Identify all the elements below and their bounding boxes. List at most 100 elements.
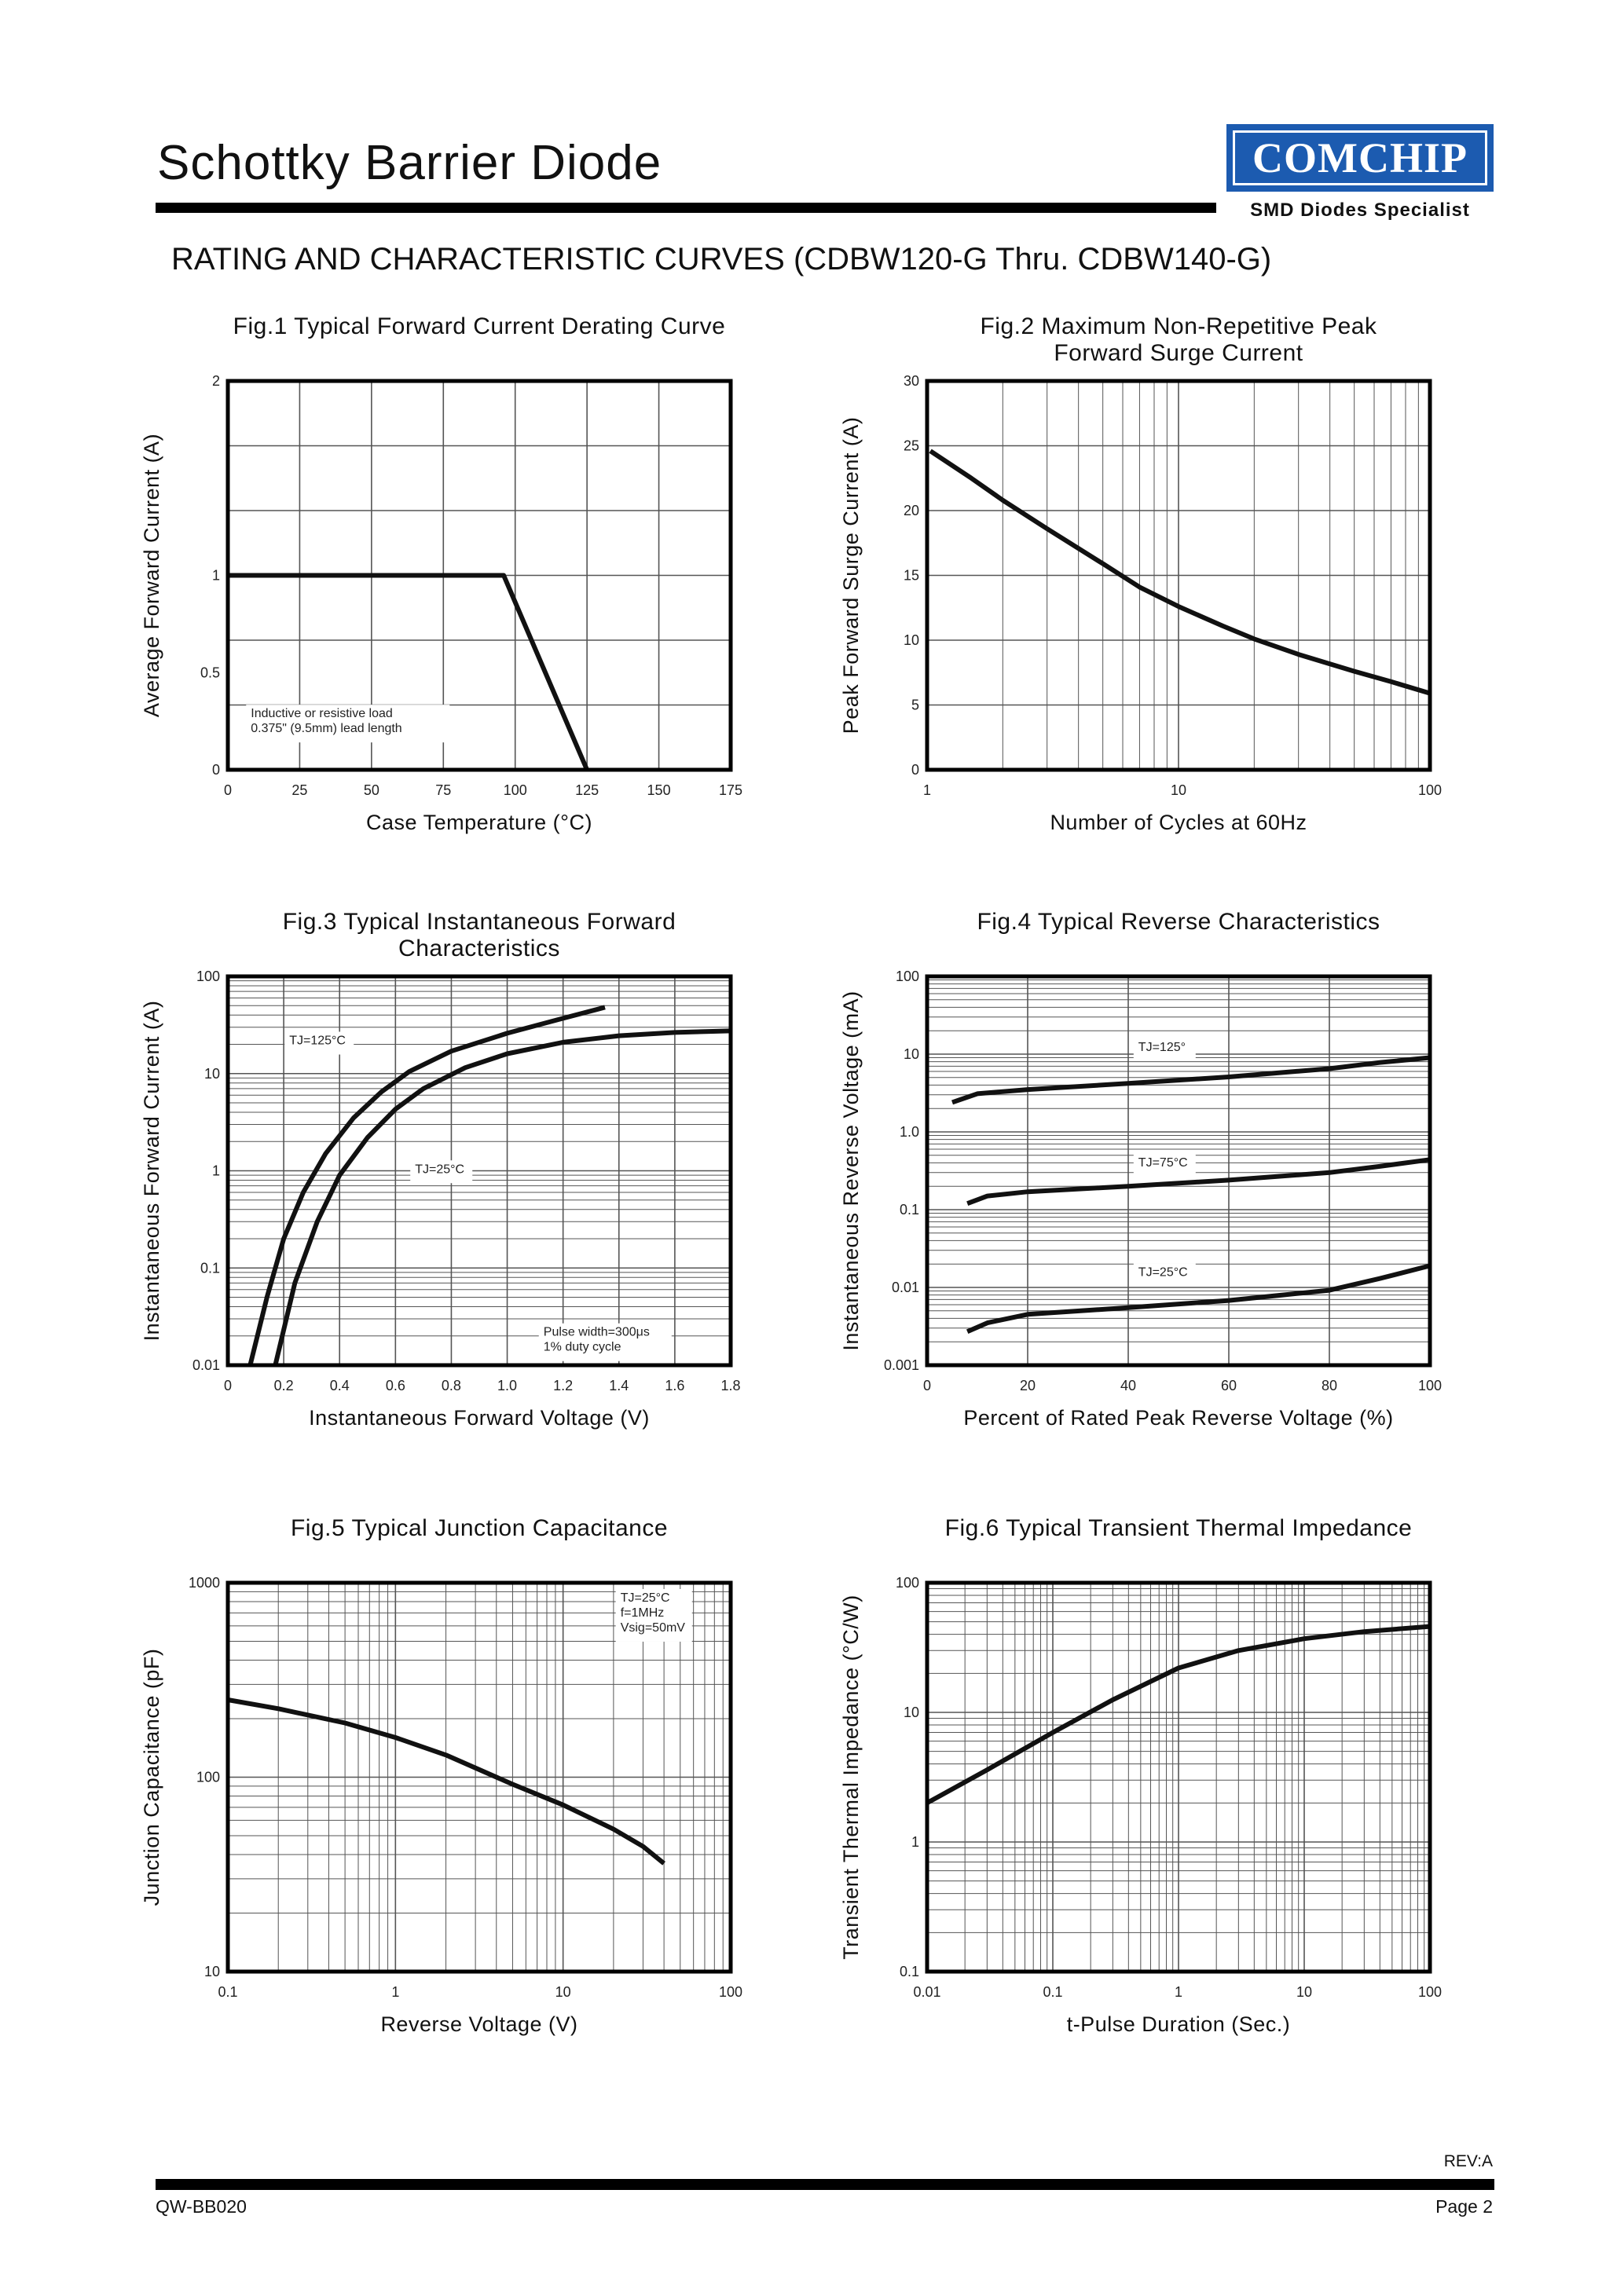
annotation-box	[1133, 1038, 1196, 1061]
x-axis-label: Reverse Voltage (V)	[380, 2012, 577, 2036]
x-tick-label: 1.0	[497, 1378, 517, 1393]
annotation-label: Inductive or resistive load	[251, 707, 393, 720]
y-tick-label: 25	[904, 438, 919, 454]
page-number: Page 2	[1435, 2196, 1493, 2217]
x-axis-label: Instantaneous Forward Voltage (V)	[309, 1406, 650, 1430]
x-tick-label: 80	[1322, 1378, 1337, 1393]
annotation-label: f=1MHz	[621, 1606, 665, 1620]
x-tick-label: 20	[1020, 1378, 1036, 1393]
annotation-label: TJ=125°C	[289, 1034, 346, 1047]
annotation-label: TJ=25°C	[415, 1163, 464, 1176]
x-tick-label: 75	[435, 782, 451, 798]
chart-title: Characteristics	[398, 936, 560, 961]
annotation-box	[246, 705, 450, 743]
x-tick-label: 0.1	[218, 1984, 237, 2000]
y-axis-label: Transient Thermal Impedance (°C/W)	[839, 1595, 863, 1959]
x-tick-label: 150	[647, 782, 671, 798]
y-tick-label: 100	[896, 969, 919, 984]
x-tick-label: 25	[291, 782, 307, 798]
chart-fig6: Fig.6 Typical Transient Thermal Impedanc…	[839, 1515, 1442, 2036]
series-line	[966, 1157, 1431, 1207]
y-tick-label: 0.01	[192, 1357, 220, 1373]
y-axis-label: Instantaneous Forward Current (A)	[140, 1001, 163, 1342]
series-line	[228, 573, 589, 771]
y-tick-label: 2	[212, 373, 220, 389]
y-tick-label: 5	[911, 698, 919, 713]
y-tick-label: 0	[911, 762, 919, 778]
y-tick-label: 10	[904, 1046, 919, 1062]
y-tick-label: 0.01	[892, 1280, 919, 1295]
y-tick-label: 20	[904, 503, 919, 518]
x-tick-label: 100	[1418, 782, 1442, 798]
chart-fig2: Fig.2 Maximum Non-Repetitive PeakForward…	[839, 313, 1442, 834]
title-rule	[156, 203, 1216, 213]
y-tick-label: 30	[904, 373, 919, 389]
annotation-label: Vsig=50mV	[621, 1621, 686, 1635]
x-tick-label: 125	[575, 782, 599, 798]
y-axis-label: Junction Capacitance (pF)	[140, 1649, 163, 1906]
annotation-label: 1% duty cycle	[544, 1341, 621, 1354]
series-line	[966, 1263, 1431, 1335]
y-axis-label: Instantaneous Reverse Voltage (mA)	[839, 991, 863, 1350]
x-tick-label: 100	[504, 782, 527, 798]
footer-rule	[156, 2179, 1494, 2190]
x-tick-label: 100	[1418, 1378, 1442, 1393]
plot-frame	[225, 379, 733, 772]
x-tick-label: 40	[1120, 1378, 1136, 1393]
x-tick-label: 0	[224, 782, 232, 798]
annotation-label: 0.375" (9.5mm) lead length	[251, 722, 401, 735]
annotation-box	[410, 1160, 473, 1184]
y-tick-label: 100	[896, 1575, 919, 1591]
chart-fig4: Fig.4 Typical Reverse Characteristics TJ=…	[839, 909, 1442, 1430]
chart-fig5: Fig.5 Typical Junction Capacitance TJ=25°…	[140, 1515, 742, 2036]
x-axis-label: Percent of Rated Peak Reverse Voltage (%…	[963, 1406, 1393, 1430]
page-title: Schottky Barrier Diode	[157, 136, 662, 190]
series-line	[929, 449, 1431, 696]
x-tick-label: 0.01	[913, 1984, 940, 2000]
annotation-label: TJ=75°C	[1138, 1156, 1188, 1170]
plot-frame	[225, 1580, 733, 1974]
annotation-box	[1133, 1263, 1196, 1287]
y-axis-label: Average Forward Current (A)	[140, 434, 163, 717]
x-tick-label: 10	[555, 1984, 571, 2000]
plot-frame	[225, 974, 733, 1368]
y-tick-label: 10	[904, 1705, 919, 1720]
x-tick-label: 1.2	[553, 1378, 573, 1393]
logo-tagline: SMD Diodes Specialist	[1250, 200, 1470, 221]
chart-title: Fig.6 Typical Transient Thermal Impedanc…	[945, 1515, 1413, 1541]
y-tick-label: 15	[904, 568, 919, 584]
series-line	[951, 1055, 1431, 1105]
chart-title: Fig.5 Typical Junction Capacitance	[291, 1515, 668, 1541]
series-line	[273, 1028, 731, 1366]
x-tick-label: 175	[719, 782, 742, 798]
x-tick-label: 10	[1296, 1984, 1312, 2000]
y-tick-label: 10	[204, 1066, 220, 1082]
annotation-label: Pulse width=300μs	[544, 1326, 650, 1339]
y-tick-label: 1000	[189, 1575, 220, 1591]
x-axis-label: t-Pulse Duration (Sec.)	[1067, 2012, 1291, 2036]
x-tick-label: 0	[923, 1378, 931, 1393]
x-tick-label: 1.6	[665, 1378, 684, 1393]
x-tick-label: 1.4	[609, 1378, 629, 1393]
y-tick-label: 10	[204, 1964, 220, 1979]
plot-frame	[925, 379, 1432, 772]
x-tick-label: 50	[364, 782, 379, 798]
x-tick-label: 0	[224, 1378, 232, 1393]
document-number: QW-BB020	[156, 2196, 247, 2217]
annotation-box	[615, 1588, 692, 1642]
annotation-box	[1133, 1153, 1196, 1177]
series-line	[227, 1697, 665, 1866]
y-axis-label: Peak Forward Surge Current (A)	[839, 417, 863, 734]
annotation-label: TJ=25°C	[1138, 1266, 1188, 1280]
annotation-label: TJ=125°	[1138, 1041, 1186, 1054]
y-tick-label: 1	[212, 1163, 220, 1179]
x-tick-label: 0.6	[386, 1378, 405, 1393]
chart-title: Fig.2 Maximum Non-Repetitive Peak	[980, 313, 1377, 339]
x-tick-label: 1	[1175, 1984, 1182, 2000]
y-tick-label: 1	[212, 568, 220, 584]
plot-frame	[925, 1580, 1432, 1974]
annotation-box	[284, 1031, 354, 1055]
x-tick-label: 1.8	[720, 1378, 740, 1393]
x-tick-label: 60	[1221, 1378, 1237, 1393]
chart-fig1: Fig.1 Typical Forward Current Derating C…	[140, 313, 742, 834]
